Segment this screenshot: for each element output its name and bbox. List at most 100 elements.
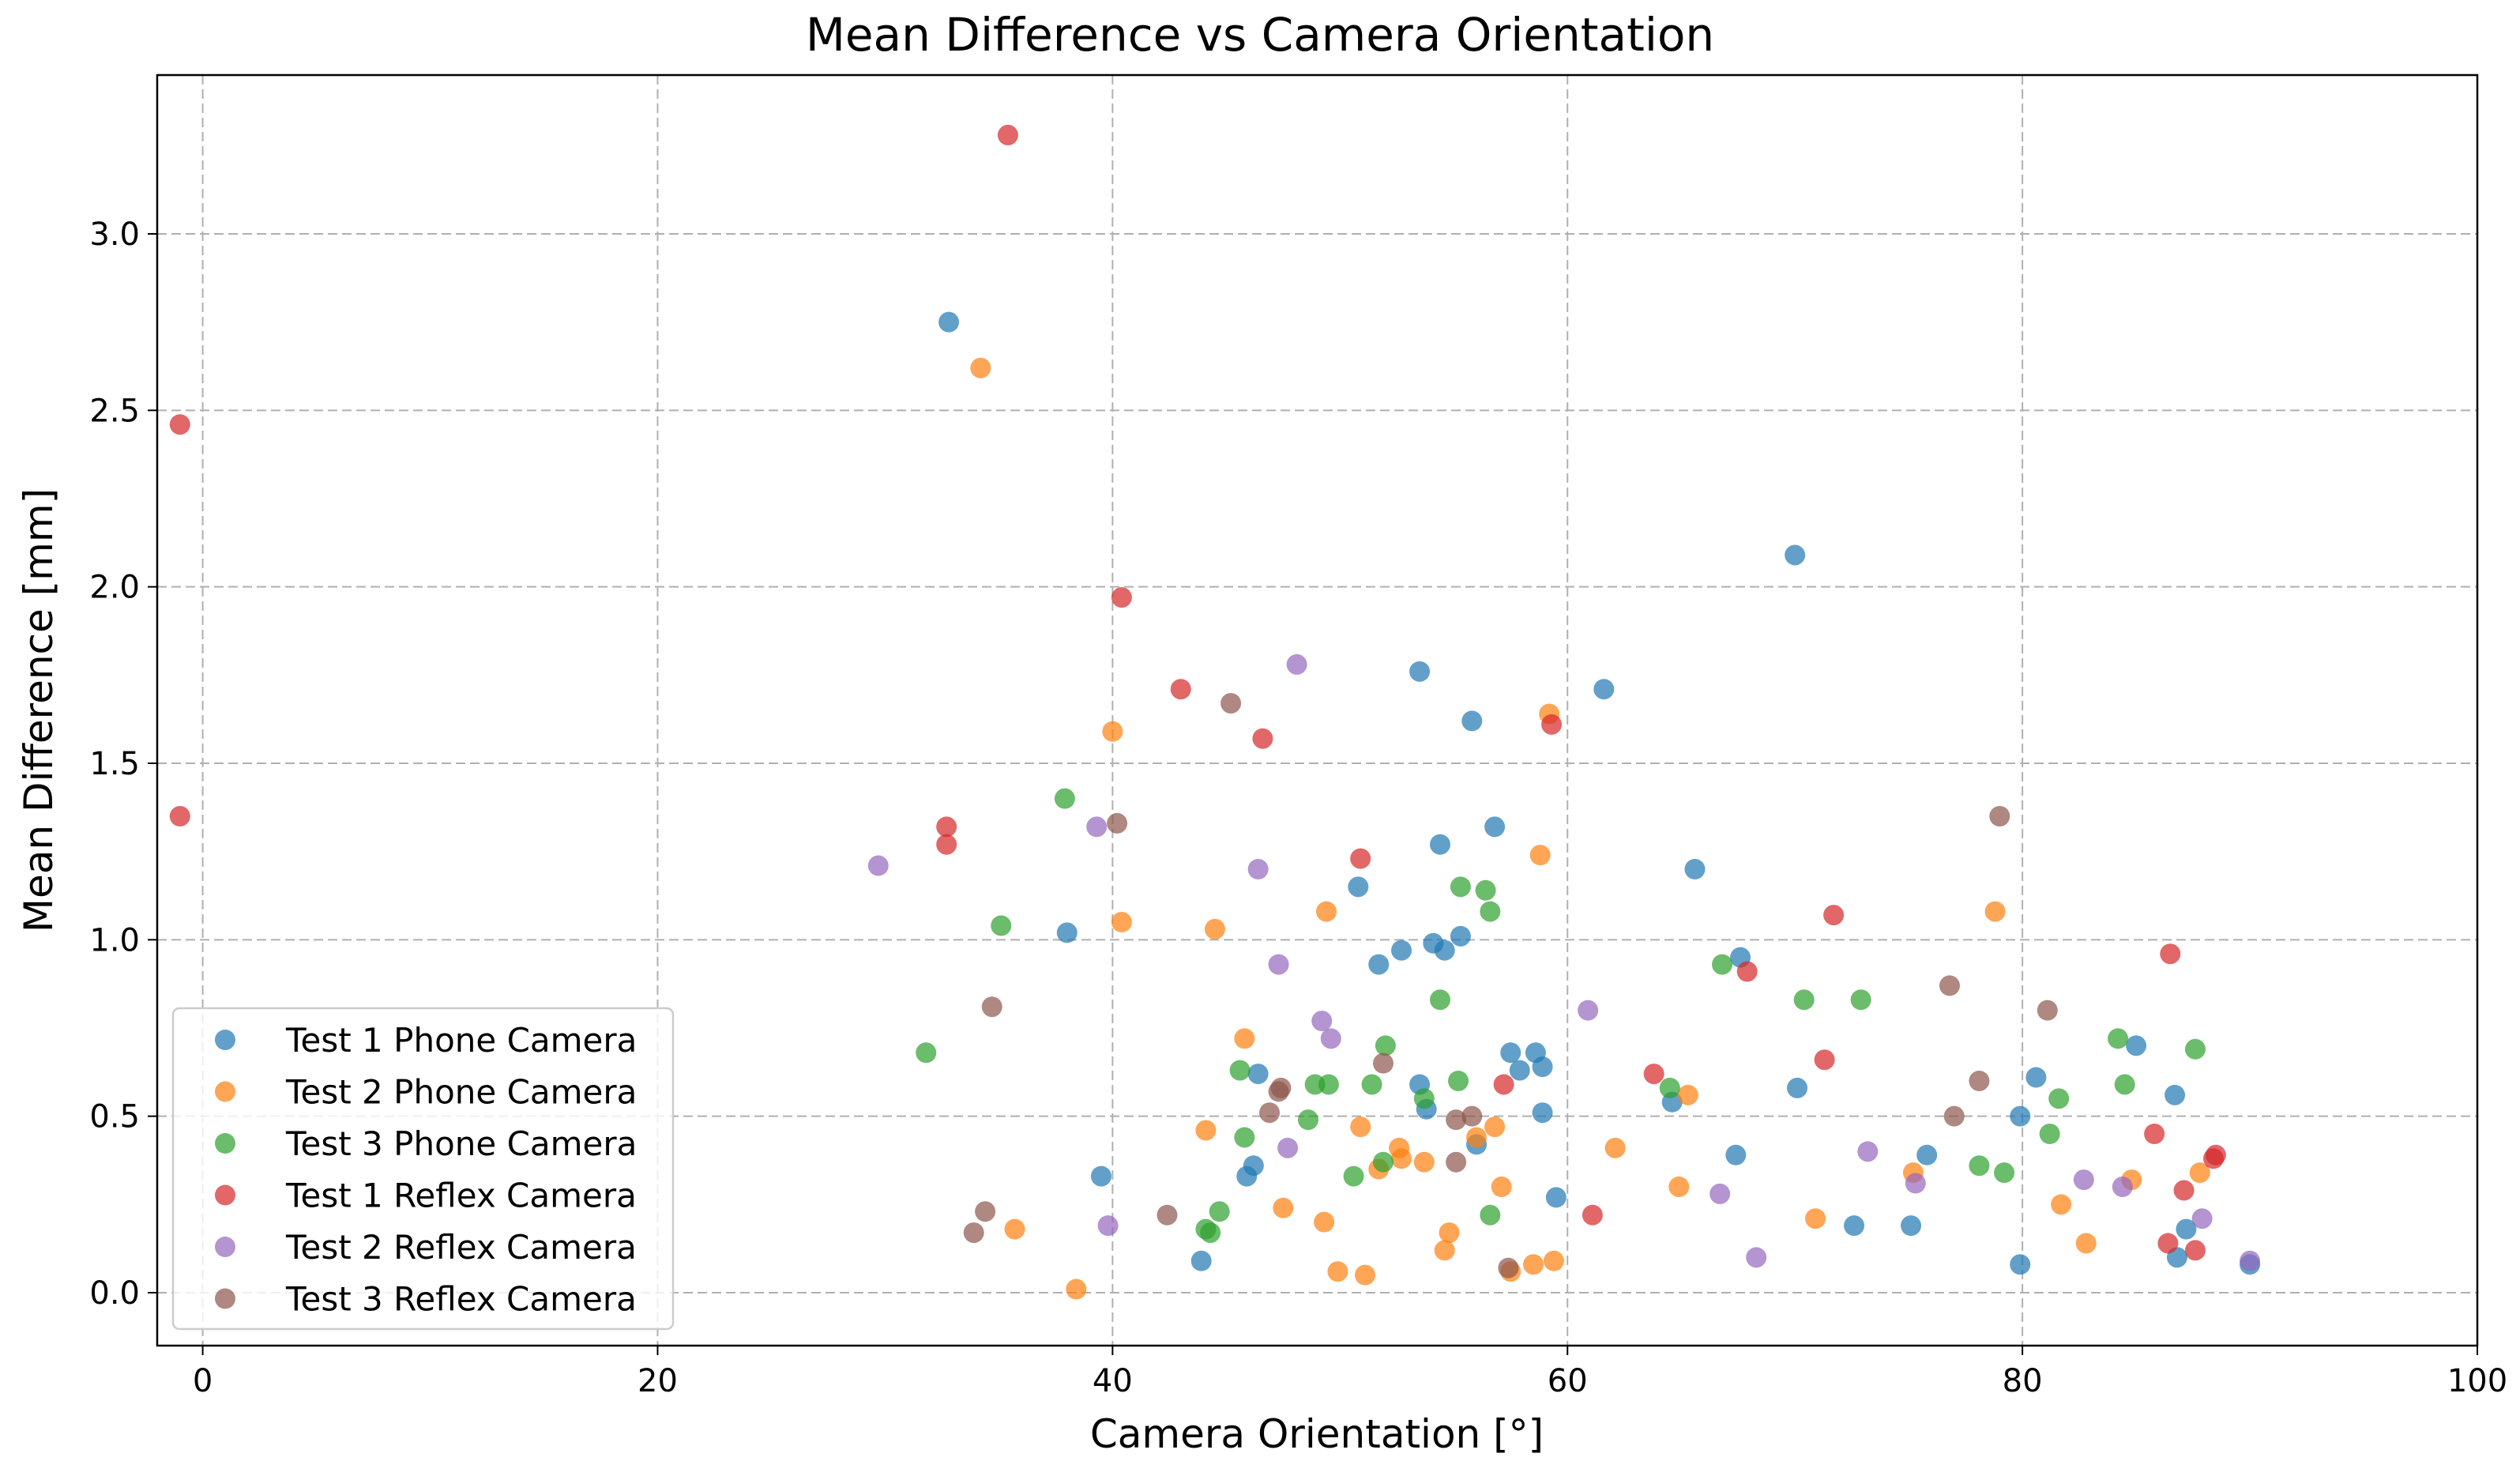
data-point-series-3 bbox=[1297, 1109, 1318, 1131]
data-point-series-1 bbox=[1545, 1187, 1567, 1208]
legend-marker bbox=[215, 1184, 235, 1206]
data-point-series-3 bbox=[2039, 1124, 2060, 1144]
data-point-series-4 bbox=[2184, 1240, 2206, 1261]
data-point-series-1 bbox=[1509, 1060, 1530, 1081]
data-point-series-5 bbox=[1277, 1137, 1299, 1158]
data-point-series-2 bbox=[1466, 1127, 1488, 1148]
legend-label: Test 3 Reflex Camera bbox=[285, 1280, 637, 1319]
data-point-series-1 bbox=[2165, 1084, 2186, 1105]
data-point-series-2 bbox=[1413, 1151, 1435, 1173]
data-point-series-2 bbox=[1234, 1028, 1255, 1049]
data-point-series-3 bbox=[1659, 1077, 1680, 1098]
data-point-series-1 bbox=[1450, 925, 1471, 947]
data-point-series-5 bbox=[1086, 816, 1108, 838]
data-point-series-5 bbox=[1746, 1247, 1767, 1268]
data-point-series-6 bbox=[1989, 806, 2010, 826]
data-point-series-2 bbox=[1434, 1240, 1455, 1261]
data-point-series-1 bbox=[1461, 710, 1483, 732]
data-point-series-1 bbox=[1434, 939, 1455, 961]
data-point-series-2 bbox=[1350, 1116, 1371, 1138]
data-point-series-4 bbox=[997, 124, 1018, 145]
data-point-series-2 bbox=[1204, 918, 1225, 939]
data-point-series-3 bbox=[1375, 1035, 1396, 1056]
legend-marker bbox=[215, 1081, 235, 1102]
data-point-series-1 bbox=[1409, 661, 1431, 682]
data-point-series-5 bbox=[1311, 1011, 1333, 1032]
data-point-series-1 bbox=[1056, 922, 1078, 943]
data-point-series-3 bbox=[1793, 989, 1815, 1011]
data-point-series-6 bbox=[1373, 1052, 1394, 1074]
y-axis-label: Mean Difference [mm] bbox=[16, 488, 62, 932]
data-point-series-1 bbox=[2126, 1035, 2147, 1056]
data-point-series-4 bbox=[1350, 848, 1371, 869]
data-point-series-2 bbox=[2189, 1162, 2210, 1184]
x-tick-label: 100 bbox=[2447, 1363, 2507, 1399]
data-point-series-2 bbox=[1316, 901, 1337, 922]
data-point-series-6 bbox=[1107, 812, 1128, 834]
data-point-series-4 bbox=[169, 414, 190, 435]
x-tick-label: 20 bbox=[638, 1363, 678, 1399]
data-point-series-4 bbox=[1541, 714, 1563, 735]
data-point-series-2 bbox=[1391, 1148, 1412, 1169]
data-point-series-3 bbox=[1450, 876, 1471, 898]
data-point-series-3 bbox=[991, 915, 1012, 936]
data-point-series-5 bbox=[2112, 1177, 2133, 1197]
data-point-series-2 bbox=[1523, 1254, 1544, 1275]
data-point-series-3 bbox=[1229, 1060, 1251, 1081]
data-point-series-1 bbox=[1368, 954, 1390, 975]
data-point-series-2 bbox=[970, 357, 991, 378]
plot-frame bbox=[156, 73, 2479, 1347]
data-point-series-1 bbox=[1725, 1144, 1747, 1165]
data-point-series-5 bbox=[1320, 1028, 1341, 1049]
data-point-series-1 bbox=[1190, 1250, 1212, 1271]
data-point-series-6 bbox=[1969, 1071, 1990, 1091]
y-tick-label: 2.5 bbox=[89, 393, 140, 429]
data-point-series-2 bbox=[1314, 1211, 1335, 1233]
data-point-series-3 bbox=[1234, 1127, 1255, 1148]
data-point-series-2 bbox=[1111, 912, 1132, 932]
data-point-series-3 bbox=[1373, 1151, 1394, 1173]
data-point-series-6 bbox=[1939, 975, 1960, 996]
data-point-series-5 bbox=[1097, 1215, 1119, 1237]
data-points bbox=[169, 124, 2261, 1300]
data-point-series-6 bbox=[975, 1201, 996, 1222]
data-point-series-4 bbox=[169, 806, 190, 826]
data-point-series-5 bbox=[1268, 954, 1289, 975]
data-point-series-4 bbox=[2144, 1124, 2165, 1144]
data-point-series-3 bbox=[2114, 1074, 2135, 1095]
data-point-series-4 bbox=[2157, 1233, 2179, 1254]
y-tick-label: 0.5 bbox=[89, 1099, 140, 1135]
data-point-series-2 bbox=[1195, 1120, 1217, 1141]
data-point-series-3 bbox=[1448, 1071, 1469, 1091]
data-point-series-2 bbox=[1273, 1197, 1294, 1218]
data-point-series-2 bbox=[1604, 1137, 1626, 1158]
data-point-series-2 bbox=[1354, 1264, 1375, 1286]
data-point-series-1 bbox=[1247, 1064, 1269, 1085]
data-point-series-3 bbox=[1361, 1074, 1382, 1095]
data-point-series-5 bbox=[2191, 1208, 2213, 1229]
data-point-series-2 bbox=[1543, 1250, 1564, 1271]
data-point-series-4 bbox=[1582, 1204, 1603, 1226]
data-point-series-1 bbox=[2025, 1067, 2047, 1088]
data-point-series-6 bbox=[963, 1222, 984, 1244]
data-point-series-4 bbox=[1736, 961, 1758, 982]
data-point-series-4 bbox=[1493, 1074, 1514, 1095]
data-point-series-2 bbox=[1484, 1116, 1506, 1138]
legend-marker bbox=[215, 1030, 235, 1050]
x-tick-label: 60 bbox=[1548, 1363, 1588, 1399]
data-point-series-1 bbox=[1844, 1215, 1865, 1237]
data-point-series-6 bbox=[1221, 693, 1242, 714]
data-point-series-3 bbox=[1994, 1162, 2015, 1184]
legend-label: Test 3 Phone Camera bbox=[285, 1124, 637, 1163]
data-point-series-4 bbox=[1252, 728, 1273, 749]
data-point-series-4 bbox=[1814, 1049, 1835, 1071]
data-point-series-1 bbox=[1484, 816, 1506, 838]
data-point-series-1 bbox=[1787, 1077, 1808, 1098]
data-point-series-4 bbox=[1823, 905, 1845, 926]
x-axis-label: Camera Orientation [°] bbox=[1090, 1411, 1544, 1457]
data-point-series-6 bbox=[1270, 1077, 1292, 1098]
data-point-series-2 bbox=[2075, 1233, 2097, 1254]
data-point-series-4 bbox=[936, 816, 957, 838]
legend-label: Test 2 Phone Camera bbox=[285, 1073, 637, 1112]
data-point-series-4 bbox=[1170, 679, 1191, 700]
